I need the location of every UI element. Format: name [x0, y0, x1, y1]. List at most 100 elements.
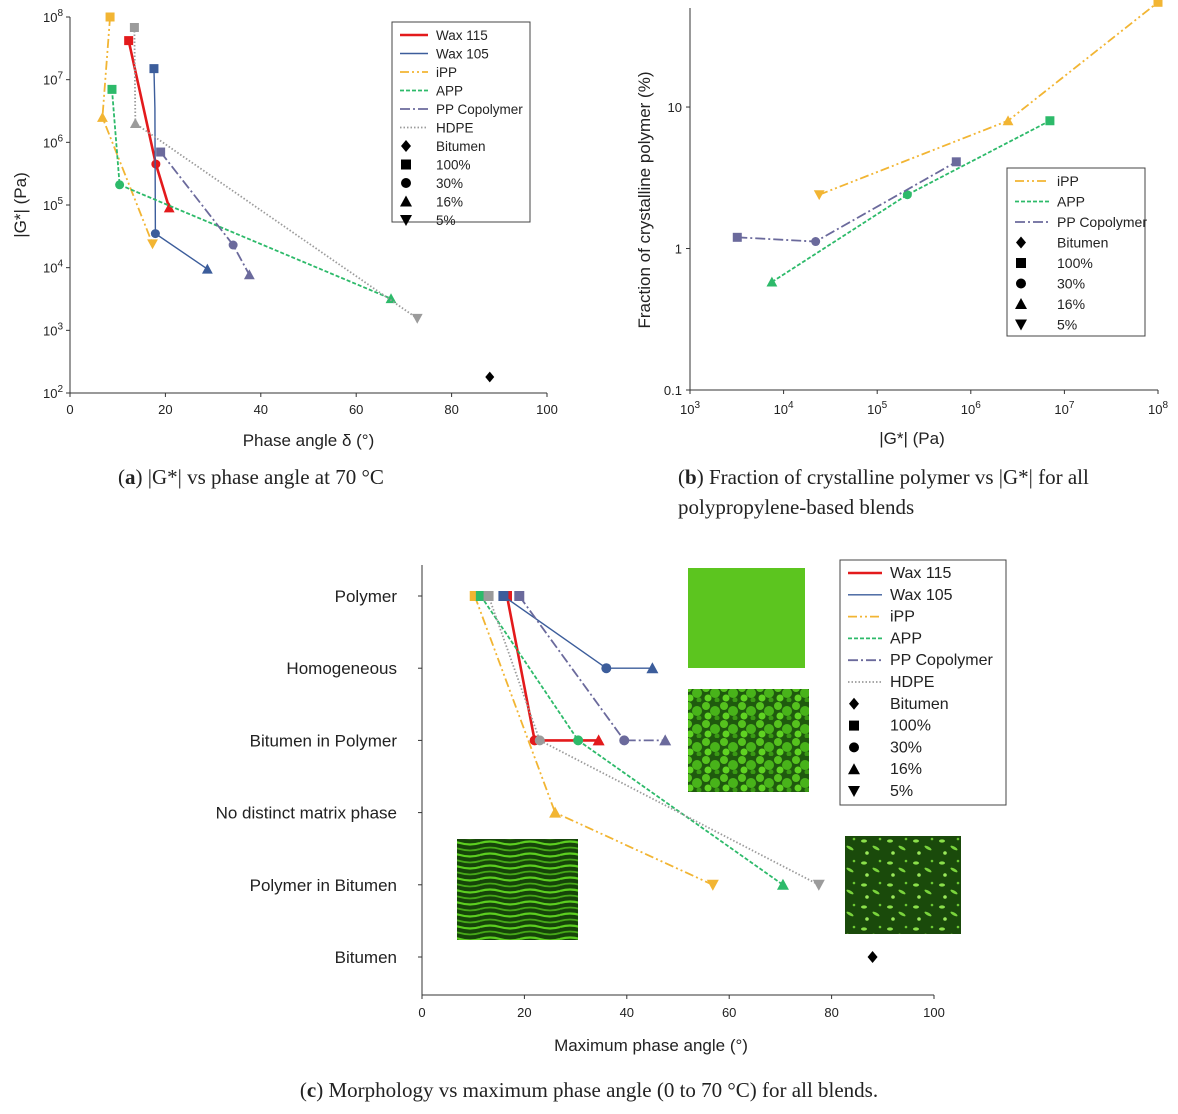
- point-a-bitumen: [485, 371, 495, 383]
- point-c-hdpe: [483, 591, 494, 601]
- legend-c-label: HDPE: [890, 674, 934, 691]
- category-label-c: Homogeneous: [286, 659, 397, 678]
- y-tick-label-a: 103: [43, 321, 63, 338]
- y-tick-label-a: 107: [43, 71, 63, 88]
- point-b-ipp: [1002, 115, 1014, 126]
- legend-b-label: 30%: [1057, 276, 1085, 292]
- x-axis-title-c: Maximum phase angle (°): [554, 1036, 748, 1055]
- legend-c-label: Bitumen: [890, 696, 949, 713]
- point-b-ppcop: [811, 237, 821, 247]
- legend-a-label: HDPE: [436, 121, 474, 136]
- point-c-wax105: [646, 662, 659, 674]
- point-c-app: [573, 735, 584, 746]
- legend-a-marker-diamond: [401, 140, 411, 152]
- x-tick-label-a: 40: [254, 402, 268, 417]
- category-label-c: No distinct matrix phase: [216, 804, 397, 823]
- panel-c: 0 20 40 60 80 100 Polymer Homogeneous Bitumen in…: [216, 559, 1007, 1055]
- legend-b-label: PP Copolymer: [1057, 214, 1147, 230]
- caption-a-label: a: [125, 465, 136, 489]
- point-a-ppcop: [228, 240, 238, 250]
- series-line-c-wax115: [505, 595, 599, 742]
- caption-c-label: c: [306, 1078, 317, 1102]
- point-a-ipp: [105, 12, 115, 22]
- y-tick-label-b: 0.1: [664, 383, 682, 398]
- x-tick-label-b: 105: [867, 400, 887, 417]
- legend-a-box: [391, 21, 531, 223]
- point-a-hdpe: [129, 118, 141, 128]
- x-tick-label-b-base: 10: [1148, 402, 1162, 417]
- point-a-wax115: [124, 36, 134, 46]
- legend-a-label: Wax 105: [436, 47, 489, 62]
- x-tick-label-b-base: 10: [680, 402, 694, 417]
- legend-c-marker-square: [849, 720, 859, 731]
- legend-b-marker-triangle-up: [1015, 298, 1027, 309]
- category-label-c: Polymer: [335, 587, 398, 606]
- x-axis-title-a: Phase angle δ (°): [243, 431, 375, 450]
- x-tick-label-b-exp: 5: [882, 400, 888, 411]
- dispersed-micrograph: [845, 836, 961, 934]
- x-tick-label-b: 107: [1054, 400, 1074, 417]
- point-c-bitumen: [867, 951, 878, 963]
- x-tick-label-b-exp: 6: [975, 400, 981, 411]
- category-label-c: Bitumen in Polymer: [250, 731, 398, 750]
- point-a-wax115: [163, 202, 175, 213]
- y-tick-label-a: 102: [43, 384, 63, 401]
- caption-b-label: b: [685, 465, 697, 489]
- y-tick-label-a-exp: 6: [57, 133, 63, 144]
- legend-b-label: 100%: [1057, 255, 1093, 271]
- legend-b-label: iPP: [1057, 173, 1079, 189]
- y-axis-title-b: Fraction of crystalline polymer (%): [635, 72, 654, 329]
- legend-c-label: APP: [890, 630, 922, 647]
- polymer-in-bitumen-micrograph: [457, 839, 578, 940]
- legend-a-marker-triangle-up: [400, 195, 412, 207]
- legend-c-label: 16%: [890, 761, 922, 778]
- category-label-c: Polymer in Bitumen: [250, 876, 397, 895]
- y-tick-label-a-exp: 8: [57, 8, 63, 19]
- x-tick-label-a: 20: [158, 402, 172, 417]
- legend-b-label: Bitumen: [1057, 235, 1108, 251]
- legend-a-marker-triangle-down: [400, 215, 412, 226]
- legend-a-label: 5%: [436, 213, 456, 228]
- legend-a-label: 100%: [436, 158, 471, 173]
- point-b-ppcop: [951, 157, 961, 167]
- category-label-c: Bitumen: [335, 948, 397, 967]
- legend-b-marker-circle: [1016, 278, 1026, 289]
- legend-a-label: APP: [436, 84, 463, 99]
- x-tick-label-a: 80: [444, 402, 458, 417]
- point-c-ppcop: [659, 734, 672, 746]
- x-tick-label-a: 60: [349, 402, 363, 417]
- y-tick-label-b: 10: [668, 100, 682, 115]
- point-a-wax105: [150, 229, 160, 239]
- point-a-ppcop: [156, 147, 166, 157]
- legend-c-label: PP Copolymer: [890, 652, 994, 669]
- x-tick-label-b: 106: [961, 400, 981, 417]
- point-c-wax105: [601, 663, 612, 674]
- x-tick-label-c: 40: [620, 1005, 634, 1020]
- legend-a-label: iPP: [436, 65, 457, 80]
- caption-c: (c) Morphology vs maximum phase angle (0…: [299, 1078, 879, 1102]
- series-line-b-ipp: [818, 1, 1159, 196]
- series-line-a-app: [111, 89, 392, 300]
- polymer-micrograph: [688, 568, 805, 668]
- point-c-ppcop: [514, 591, 525, 601]
- legend-b-label: 16%: [1057, 296, 1085, 312]
- point-c-ppcop: [619, 735, 630, 746]
- point-c-wax105: [498, 591, 509, 601]
- x-tick-label-b: 103: [680, 400, 700, 417]
- legend-b-box: [1006, 167, 1146, 337]
- legend-b-marker-triangle-down: [1015, 319, 1027, 331]
- point-a-ppcop: [243, 269, 255, 280]
- x-tick-label-c: 0: [418, 1005, 425, 1020]
- point-b-ppcop: [732, 232, 742, 242]
- legend-a-marker-circle: [401, 178, 411, 188]
- y-tick-label-a-exp: 5: [57, 196, 63, 207]
- bitumen-in-polymer-micrograph: [688, 689, 809, 792]
- point-b-ipp: [1153, 0, 1163, 7]
- x-tick-label-b-base: 10: [1054, 402, 1068, 417]
- point-c-ipp: [469, 591, 480, 601]
- point-c-hdpe: [812, 879, 825, 891]
- y-tick-label-a-base: 10: [43, 135, 57, 150]
- y-tick-label-a-base: 10: [43, 386, 57, 401]
- y-tick-label-a-exp: 7: [57, 71, 63, 82]
